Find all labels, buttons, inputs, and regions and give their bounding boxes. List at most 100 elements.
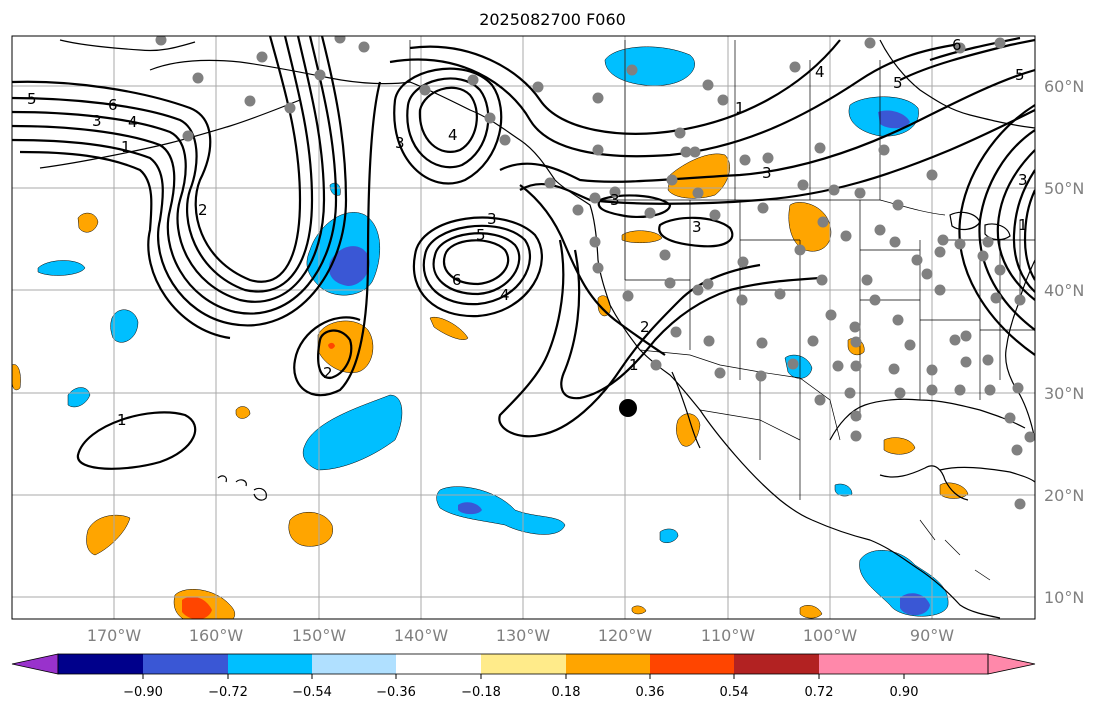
colorbar-extend-high <box>987 653 1036 675</box>
lat-label: 10°N <box>1044 588 1084 607</box>
contour-label: 3 <box>610 191 620 209</box>
lat-label: 20°N <box>1044 486 1084 505</box>
shaded-fields <box>12 46 969 619</box>
contour-label: 4 <box>500 286 510 304</box>
contour-east-5 <box>958 104 1035 356</box>
contour-label: 5 <box>27 90 37 108</box>
lon-label: 140°W <box>394 626 449 645</box>
contour-label: 1 <box>1018 216 1028 234</box>
contour-southwest-1 <box>76 411 197 470</box>
contour-label: 6 <box>452 271 462 289</box>
negative-area-gulf-alaska <box>604 46 695 86</box>
negative-core-canada <box>878 110 910 129</box>
contour-northeast-2 <box>929 36 1021 62</box>
contour-label: 1 <box>735 99 745 117</box>
positive-area-far-west <box>86 514 131 556</box>
contour-label: 4 <box>128 113 138 131</box>
colorbar: −0.90 −0.72 −0.54 −0.36 −0.18 0.18 0.36 … <box>11 653 1036 700</box>
contour-label: 3 <box>762 164 772 182</box>
colorbar-segment <box>312 654 396 674</box>
contour-sweep-2 <box>389 42 961 158</box>
colorbar-segment <box>228 654 312 674</box>
contour-label: 5 <box>476 226 486 244</box>
colorbar-ticks <box>142 674 905 679</box>
contour-label: 3 <box>395 134 405 152</box>
positive-small-11 <box>631 605 647 615</box>
map-panel[interactable]: 5 6 3 4 1 2 3 4 3 5 6 4 2 3 3 3 2 1 1 1 <box>11 33 1036 626</box>
positive-area-plains <box>788 202 832 252</box>
contour-label-group: 5 6 3 4 1 2 3 4 3 5 6 4 2 3 3 3 2 1 1 1 <box>27 36 1028 429</box>
contour-east-1 <box>996 149 1035 301</box>
contour-sweep-4 <box>519 109 1035 205</box>
lat-label: 30°N <box>1044 384 1084 403</box>
contour-west-3 <box>12 36 326 303</box>
contour-west-2 <box>12 36 314 293</box>
station-markers <box>155 36 1035 510</box>
lat-label: 40°N <box>1044 281 1084 300</box>
negative-area-subtropics <box>436 486 566 535</box>
us-state-lines-west <box>624 200 801 380</box>
contour-label: 2 <box>323 364 333 382</box>
hudson-bay-coast <box>879 39 1035 129</box>
alaska-coast <box>149 59 556 181</box>
lon-label: 120°W <box>598 626 653 645</box>
positive-small-1 <box>77 212 99 233</box>
contour-west-1 <box>12 36 302 283</box>
positive-small-3 <box>621 230 663 243</box>
colorbar-tick-label: 0.72 <box>805 685 834 700</box>
contour-mid-low-2 <box>432 232 521 296</box>
colorbar-tick-labels: −0.90 −0.72 −0.54 −0.36 −0.18 0.18 0.36 … <box>123 685 918 700</box>
colorbar-tick-label: 0.90 <box>890 685 919 700</box>
positive-area-north-pacific <box>317 320 374 373</box>
contour-lines <box>12 36 1035 470</box>
contour-west-4 <box>12 36 338 315</box>
us-canada-border <box>590 199 946 216</box>
contour-northeast-1 <box>899 38 1035 81</box>
colorbar-tick-label: 0.36 <box>636 685 665 700</box>
mexico-states <box>699 372 801 500</box>
colorbar-segment <box>143 654 228 674</box>
highlight-point-marker <box>619 399 637 417</box>
latitude-labels: 60°N 50°N 40°N 30°N 20°N 10°N <box>1044 77 1084 607</box>
negative-small-2 <box>110 309 139 343</box>
lon-label: 100°W <box>803 626 858 645</box>
lon-label: 130°W <box>496 626 551 645</box>
contour-west-5 <box>12 36 348 327</box>
negative-core-pacific-center <box>328 246 370 286</box>
lon-label: 150°W <box>292 626 347 645</box>
contour-label: 2 <box>640 318 650 336</box>
colorbar-segment <box>734 654 819 674</box>
contour-label: 5 <box>893 74 903 92</box>
colorbar-extend-low <box>11 653 59 675</box>
colorbar-segment <box>650 654 734 674</box>
lat-label: 60°N <box>1044 77 1084 96</box>
yucatan-coast <box>879 465 969 501</box>
bering-coast <box>59 39 196 52</box>
contour-label: 4 <box>815 63 825 81</box>
colorbar-tick-label: −0.18 <box>461 685 501 700</box>
map-frame <box>11 35 1036 620</box>
contour-alaska-low-1 <box>418 86 478 153</box>
contour-label: 5 <box>1015 66 1025 84</box>
contour-label: 3 <box>1018 171 1028 189</box>
negative-small-3 <box>67 387 91 408</box>
contour-label: 3 <box>487 210 497 228</box>
contour-label: 2 <box>198 201 208 219</box>
colorbar-segment <box>904 654 988 674</box>
contour-loop-1 <box>293 81 382 397</box>
positive-small-2 <box>429 316 469 340</box>
colorbar-segment <box>819 654 904 674</box>
colorbar-segment <box>566 654 650 674</box>
contour-label: 3 <box>92 112 102 130</box>
colorbar-segment <box>396 654 481 674</box>
contour-label: 1 <box>117 411 127 429</box>
lon-label: 110°W <box>701 626 756 645</box>
contour-label: 4 <box>448 126 458 144</box>
colorbar-tick-label: −0.54 <box>292 685 332 700</box>
lon-label: 160°W <box>189 626 244 645</box>
contour-sweep-3 <box>499 68 1035 183</box>
contour-east-2 <box>1012 169 1035 293</box>
colorbar-frame <box>57 653 989 675</box>
contour-coast-1 <box>498 239 761 438</box>
contour-interior-3b <box>597 194 672 219</box>
